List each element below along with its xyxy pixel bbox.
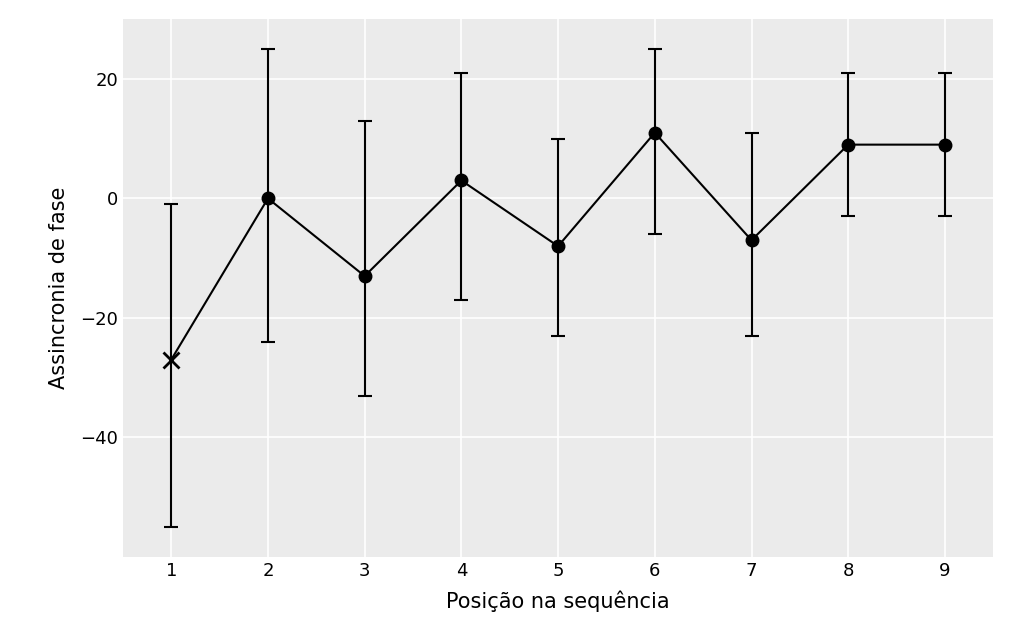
Y-axis label: Assincronia de fase: Assincronia de fase: [49, 187, 69, 389]
X-axis label: Posição na sequência: Posição na sequência: [446, 591, 670, 612]
